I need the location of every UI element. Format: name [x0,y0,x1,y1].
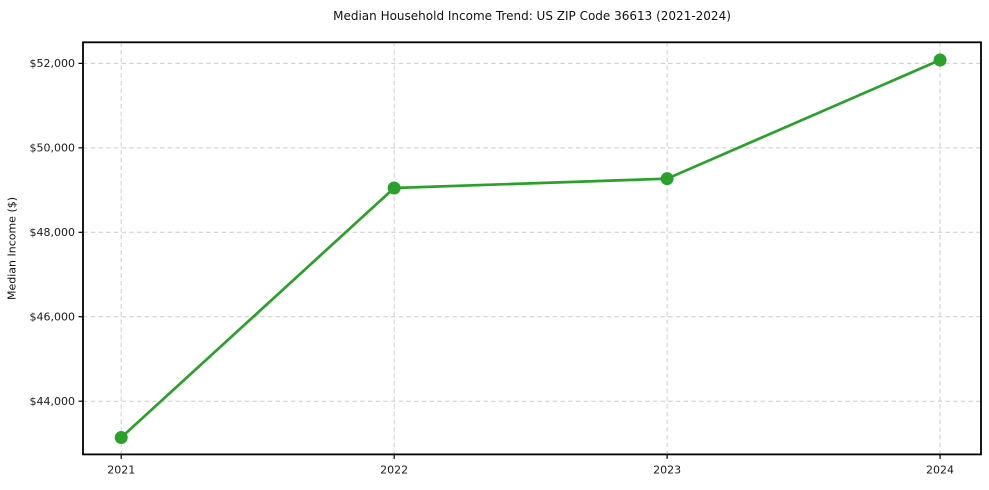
y-tick-label: $50,000 [30,142,76,155]
y-tick-label: $44,000 [30,395,76,408]
data-point-marker [660,172,674,186]
data-point-marker [933,53,947,67]
y-tick-label: $46,000 [30,311,76,324]
plot-border [82,41,982,456]
y-tick-label: $52,000 [30,57,76,70]
data-point-marker [387,181,401,195]
chart-title: Median Household Income Trend: US ZIP Co… [333,9,731,23]
x-tick-label: 2024 [926,463,954,476]
y-tick-label: $48,000 [30,226,76,239]
data-point-marker [114,431,128,445]
trend-line [119,58,942,439]
x-tick-label: 2023 [653,463,681,476]
x-tick-label: 2022 [380,463,408,476]
x-tick-label: 2021 [107,463,135,476]
